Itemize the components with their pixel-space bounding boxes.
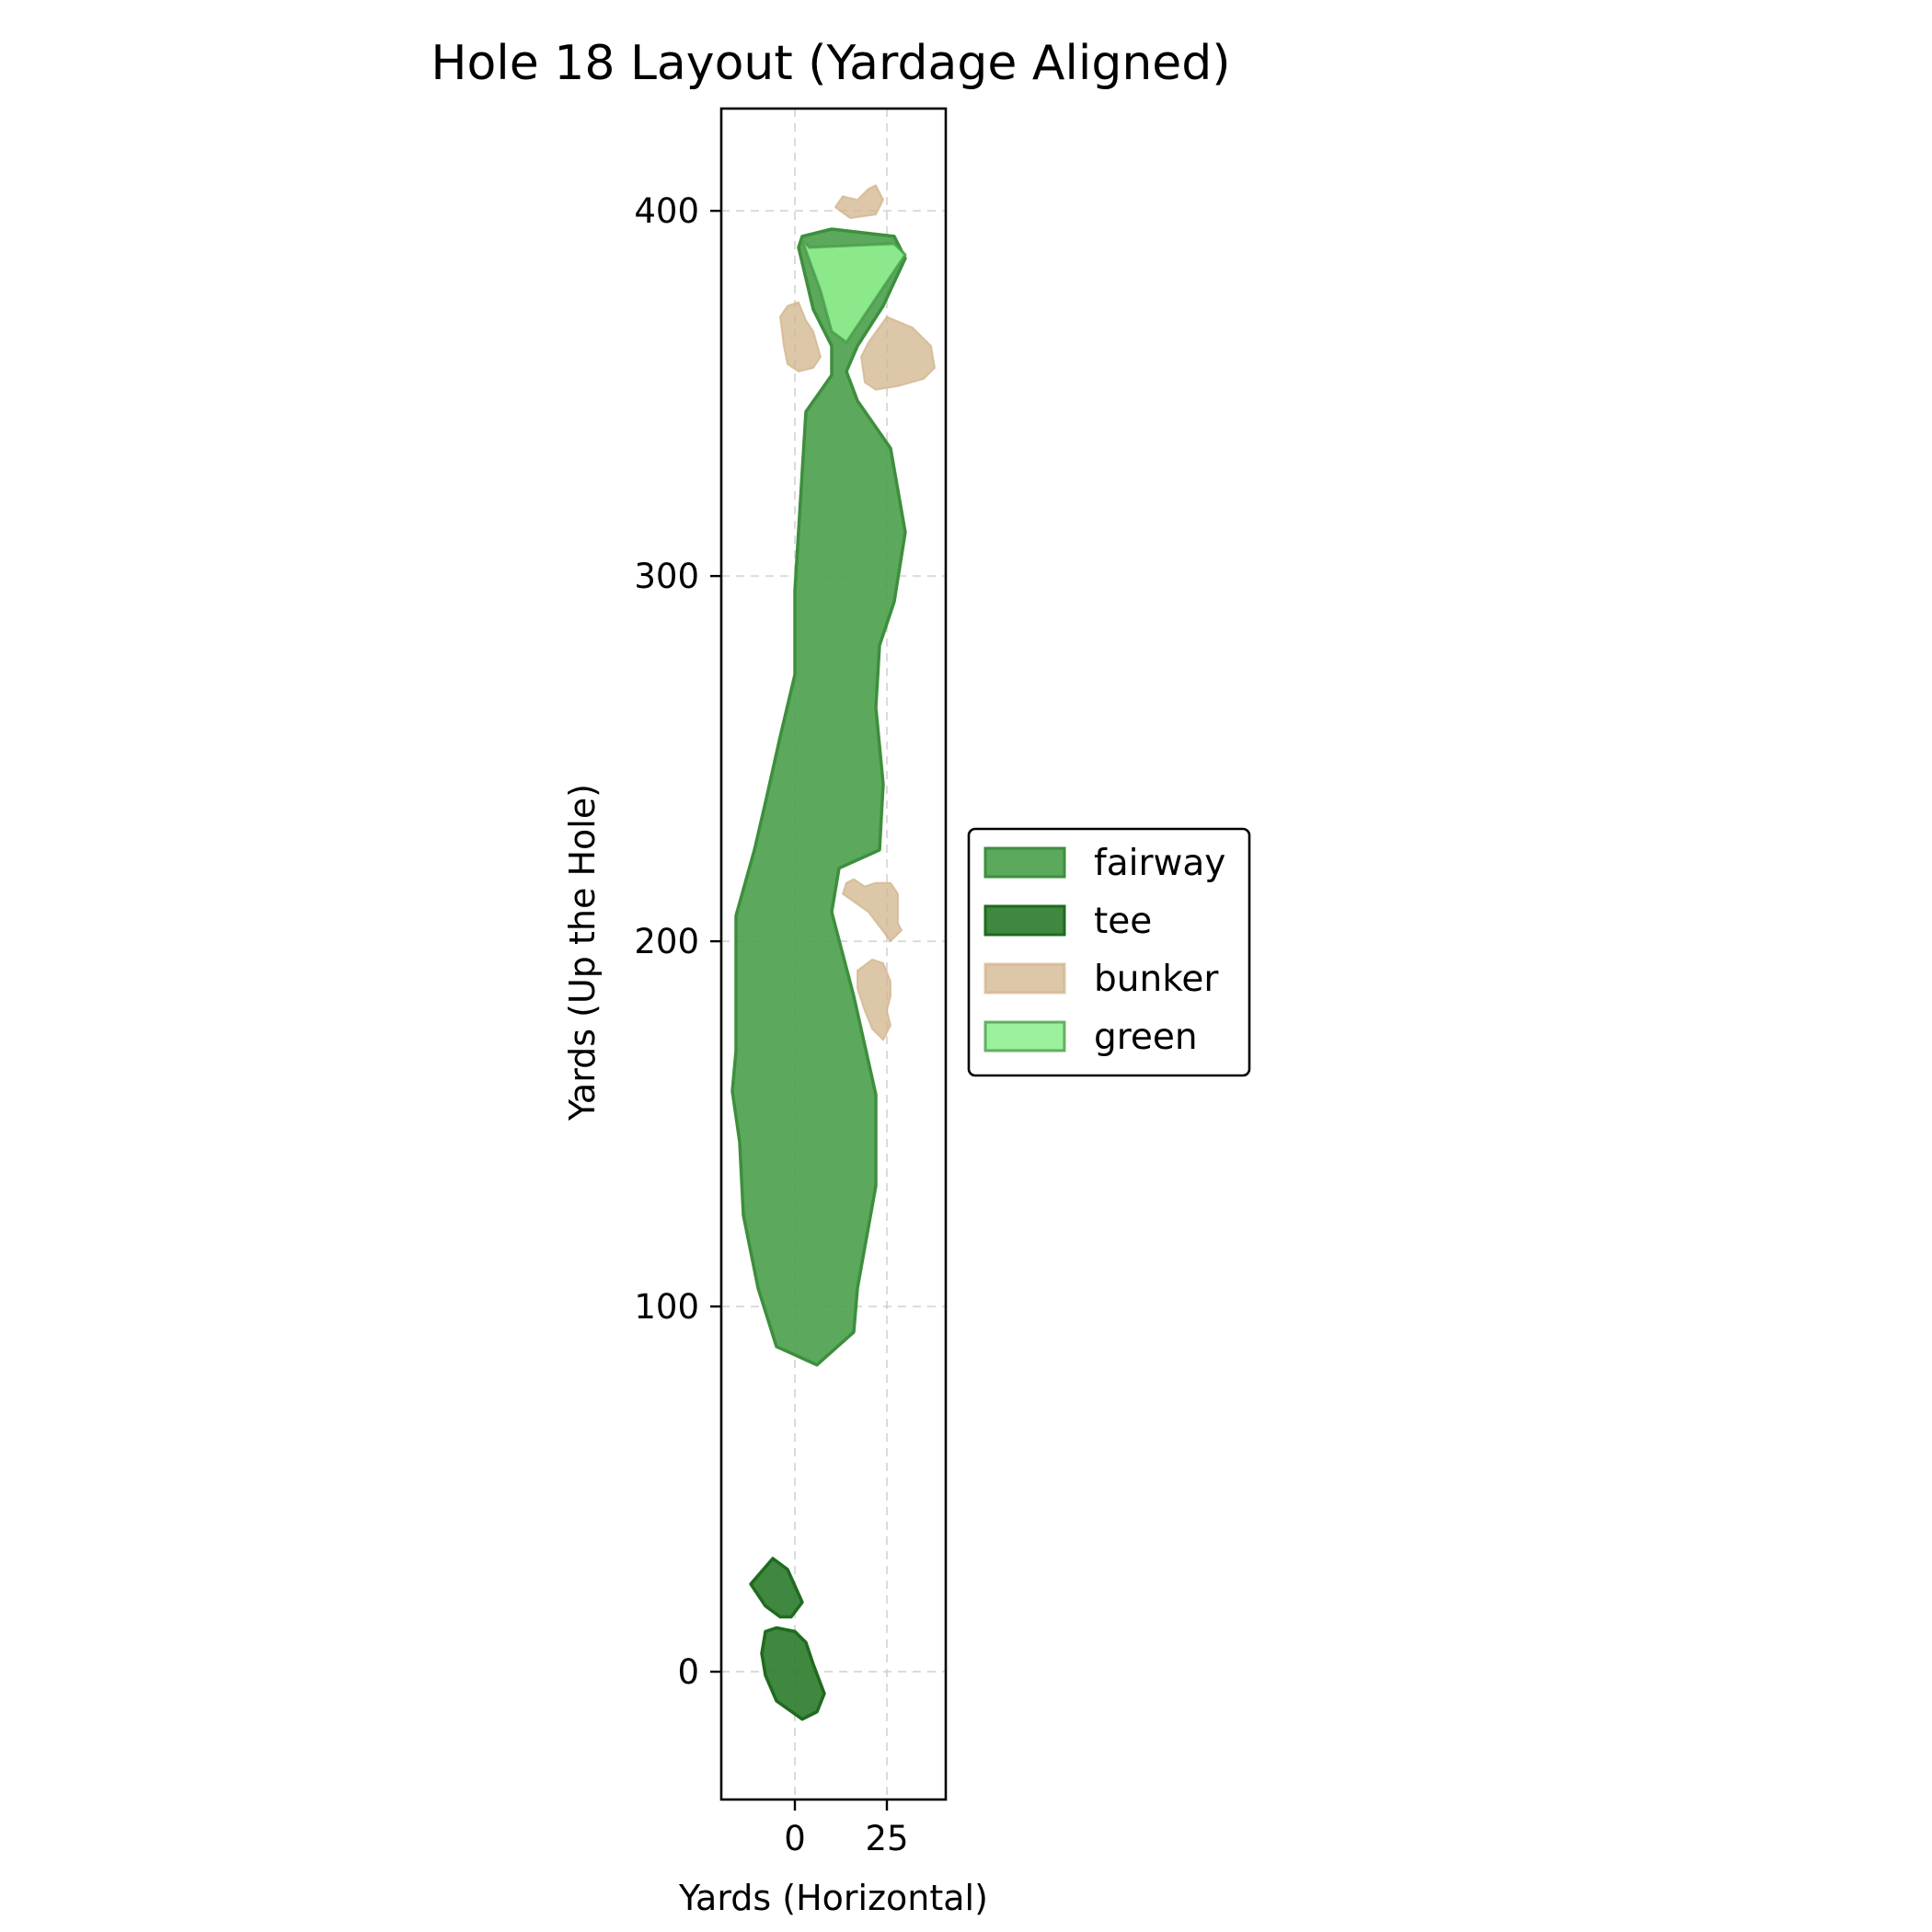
legend-label-fairway: fairway — [1094, 843, 1225, 884]
y-axis-label: Yards (Up the Hole) — [562, 784, 603, 1121]
bunker-area — [857, 959, 891, 1041]
y-tick-label: 300 — [634, 557, 699, 596]
legend-box — [967, 827, 1251, 1077]
plot-frame — [719, 107, 948, 1801]
legend-swatch-green — [983, 1020, 1066, 1052]
legend-label-green: green — [1094, 1017, 1198, 1058]
legend-swatch-tee — [983, 904, 1066, 937]
legend-label-bunker: bunker — [1094, 959, 1219, 1000]
legend-label-tee: tee — [1094, 901, 1152, 942]
y-tick-label: 200 — [634, 922, 699, 961]
legend-swatch-bunker — [983, 962, 1066, 995]
x-axis-label: Yards (Horizontal) — [678, 1878, 988, 1918]
bunker-area — [779, 301, 822, 373]
bunker-area — [834, 184, 884, 220]
legend: fairway tee bunker green — [967, 827, 1251, 1077]
y-tick-label: 100 — [634, 1287, 699, 1327]
legend-swatch-fairway — [983, 846, 1066, 879]
y-axis-ticks: 0 100 200 300 400 — [634, 191, 721, 1692]
tee-area — [760, 1626, 826, 1721]
x-tick-label: 25 — [865, 1819, 908, 1858]
tee-area — [749, 1557, 804, 1619]
y-tick-label: 0 — [677, 1652, 699, 1692]
green-area — [800, 238, 907, 344]
y-tick-label: 400 — [634, 191, 699, 231]
bunker-area — [860, 316, 936, 391]
x-axis-ticks: 0 25 — [784, 1800, 909, 1858]
bunker-area — [842, 878, 903, 943]
x-tick-label: 0 — [784, 1819, 806, 1858]
fairway-area — [730, 227, 907, 1367]
chart-title: Hole 18 Layout (Yardage Aligned) — [431, 36, 1230, 91]
hole-features — [730, 184, 936, 1721]
